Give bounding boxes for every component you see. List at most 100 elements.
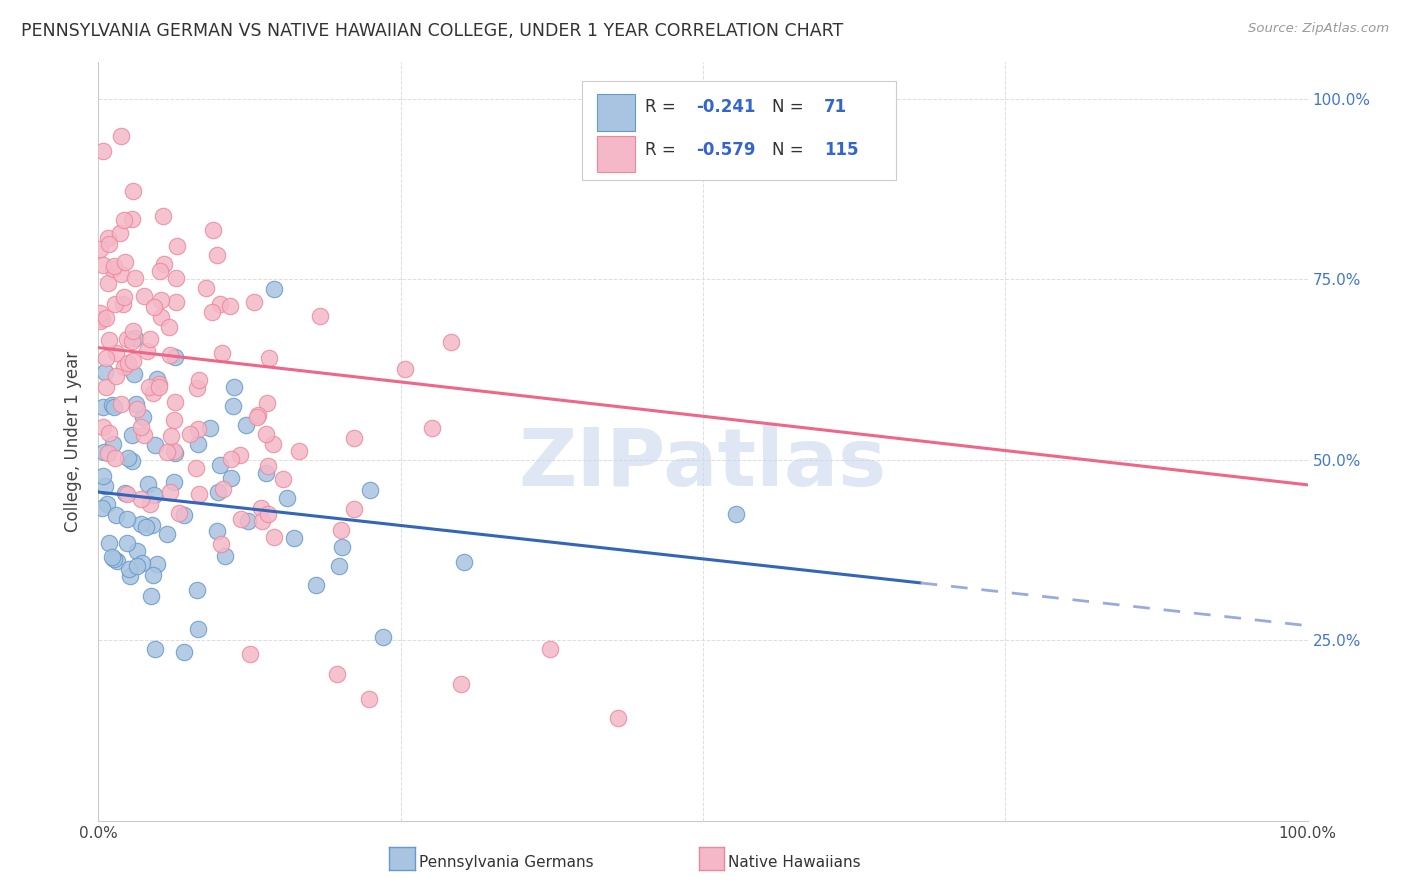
Text: R =: R = xyxy=(645,98,681,116)
Point xyxy=(219,451,242,466)
Text: 115: 115 xyxy=(824,141,859,159)
Point xyxy=(165,295,187,310)
Point xyxy=(207,484,229,499)
Text: ZIPatlas: ZIPatlas xyxy=(519,425,887,503)
Point xyxy=(120,569,142,583)
Point xyxy=(235,417,257,432)
Point xyxy=(125,559,148,574)
Point xyxy=(124,331,146,345)
Point xyxy=(246,409,269,424)
Point xyxy=(149,293,172,307)
Point xyxy=(166,239,188,253)
Point xyxy=(96,310,118,325)
Point xyxy=(89,305,111,319)
Point xyxy=(145,558,167,572)
Point xyxy=(101,398,124,412)
Point xyxy=(110,267,132,281)
Point xyxy=(157,319,180,334)
Point xyxy=(93,469,115,483)
Text: R =: R = xyxy=(645,141,681,159)
Point xyxy=(98,236,121,251)
Point xyxy=(138,497,160,511)
Point xyxy=(326,666,349,681)
Point xyxy=(288,444,311,458)
Point xyxy=(205,248,228,262)
Point xyxy=(159,484,181,499)
Point xyxy=(214,549,236,563)
Point xyxy=(97,446,120,460)
Point xyxy=(121,212,143,227)
Point xyxy=(93,445,115,459)
Point xyxy=(450,676,472,690)
Point xyxy=(725,508,748,522)
Point xyxy=(125,544,148,558)
Y-axis label: College, Under 1 year: College, Under 1 year xyxy=(65,351,83,533)
Point xyxy=(94,365,117,379)
Point xyxy=(101,550,124,565)
Point xyxy=(112,290,135,304)
Point xyxy=(262,437,284,451)
Point xyxy=(188,373,211,387)
Point xyxy=(105,554,128,568)
Point xyxy=(538,641,561,656)
FancyBboxPatch shape xyxy=(596,136,636,172)
Point xyxy=(198,421,221,435)
Point xyxy=(121,184,143,198)
Point xyxy=(118,562,141,576)
Point xyxy=(129,491,152,506)
Point xyxy=(124,271,146,285)
Point xyxy=(201,223,224,237)
Point xyxy=(135,520,157,534)
Point xyxy=(115,511,138,525)
Point xyxy=(163,445,186,459)
Text: N =: N = xyxy=(772,98,808,116)
Point xyxy=(136,476,159,491)
Point xyxy=(222,380,245,394)
Point xyxy=(103,259,125,273)
Text: N =: N = xyxy=(772,141,808,159)
Point xyxy=(257,351,280,365)
Point xyxy=(371,630,394,644)
Point xyxy=(257,459,280,474)
Point xyxy=(159,428,181,442)
Point xyxy=(195,280,218,294)
Point xyxy=(142,568,165,582)
Point xyxy=(117,356,139,370)
Point xyxy=(98,425,121,440)
Point xyxy=(186,381,208,395)
Point xyxy=(97,276,120,290)
Point xyxy=(134,289,156,303)
Point xyxy=(134,427,156,442)
Point xyxy=(149,264,172,278)
Point xyxy=(212,483,235,497)
Point xyxy=(110,129,132,144)
Point xyxy=(167,506,190,520)
Point xyxy=(150,310,173,324)
Point xyxy=(114,255,136,269)
Point xyxy=(276,491,298,505)
Point xyxy=(121,454,143,468)
Point xyxy=(129,419,152,434)
Point xyxy=(359,483,381,497)
Point xyxy=(148,376,170,391)
Point xyxy=(148,380,170,394)
Text: Source: ZipAtlas.com: Source: ZipAtlas.com xyxy=(1249,22,1389,36)
Point xyxy=(211,345,233,359)
Point xyxy=(283,532,305,546)
Point xyxy=(103,552,125,566)
Point xyxy=(163,395,186,409)
Point xyxy=(173,508,195,523)
Point xyxy=(91,401,114,415)
Point xyxy=(205,524,228,539)
Point xyxy=(343,502,366,516)
Point xyxy=(257,507,280,521)
Point xyxy=(221,471,243,485)
Point xyxy=(222,399,245,413)
Point xyxy=(165,270,187,285)
Point xyxy=(105,346,128,360)
Point xyxy=(143,641,166,656)
Point xyxy=(142,300,165,314)
Text: Native Hawaiians: Native Hawaiians xyxy=(728,855,860,870)
Point xyxy=(115,332,138,346)
Point xyxy=(101,436,124,450)
